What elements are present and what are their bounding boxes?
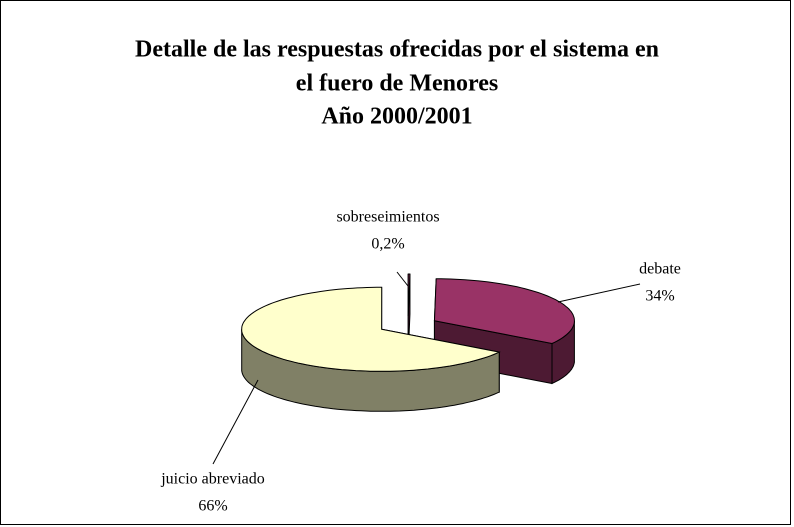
slice bbox=[433, 278, 575, 345]
leader-line bbox=[212, 379, 259, 465]
chart-title: Detalle de las respuestas ofrecidas por … bbox=[135, 37, 659, 63]
leader-line bbox=[557, 283, 641, 303]
data-label: 66% bbox=[198, 498, 227, 515]
data-label: 34% bbox=[645, 288, 674, 305]
data-label: juicio abreviado bbox=[160, 471, 265, 488]
data-label: debate bbox=[639, 261, 681, 278]
data-label: 0,2% bbox=[371, 236, 404, 253]
slice bbox=[407, 273, 411, 317]
slice bbox=[241, 286, 501, 372]
chart-title: Año 2000/2001 bbox=[321, 104, 472, 130]
chart-title: el fuero de Menores bbox=[296, 71, 498, 97]
leader-line bbox=[396, 271, 409, 287]
data-label: sobreseimientos bbox=[336, 209, 439, 226]
